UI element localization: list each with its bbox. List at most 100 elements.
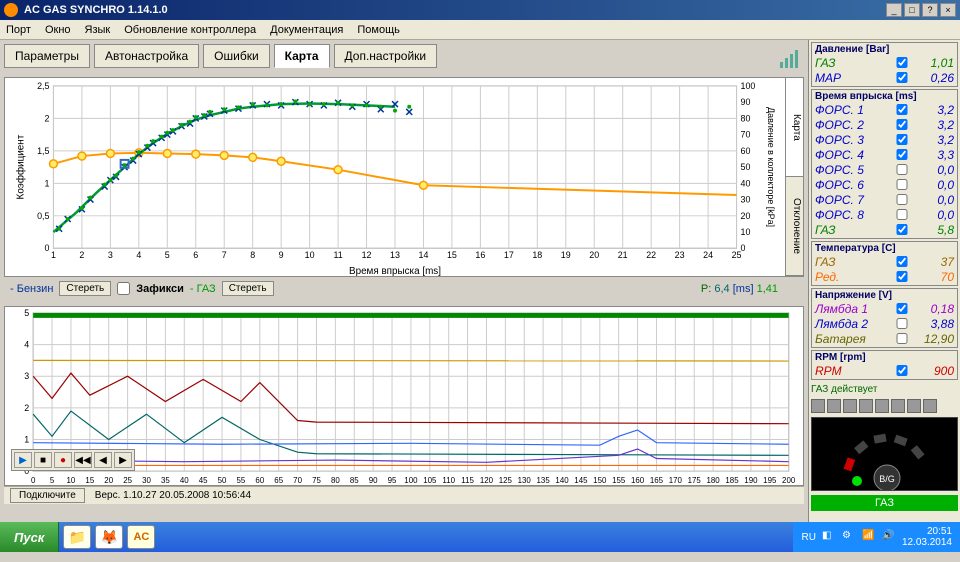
reading-checkbox[interactable] [896,194,908,205]
reading-row: ФОРС. 50,0 [815,162,954,177]
erase-petrol-button[interactable]: Стереть [59,281,111,296]
reading-row: RPM900 [815,363,954,378]
reading-checkbox[interactable] [896,271,908,282]
svg-text:20: 20 [741,211,751,221]
svg-text:145: 145 [574,476,588,485]
menu-Обновление контроллера[interactable]: Обновление контроллера [124,24,256,36]
svg-text:45: 45 [199,476,208,485]
svg-text:15: 15 [447,250,457,260]
svg-text:10: 10 [305,250,315,260]
svg-text:12: 12 [362,250,372,260]
main-tabs: ПараметрыАвтонастройкаОшибкиКартаДоп.нас… [4,44,437,68]
svg-text:2: 2 [45,113,50,123]
svg-text:1: 1 [51,250,56,260]
play-button[interactable]: ▶ [14,452,32,468]
reading-checkbox[interactable] [896,365,908,376]
svg-text:23: 23 [675,250,685,260]
help-button[interactable]: ? [922,3,938,17]
svg-text:65: 65 [274,476,283,485]
reading-checkbox[interactable] [896,57,908,68]
svg-text:90: 90 [369,476,378,485]
tab-1[interactable]: Автонастройка [94,44,199,68]
svg-text:130: 130 [518,476,532,485]
reading-checkbox[interactable] [896,303,908,314]
svg-text:105: 105 [423,476,437,485]
maximize-button[interactable]: □ [904,3,920,17]
tray-icon-volume[interactable]: 🔊 [882,530,896,544]
reading-checkbox[interactable] [896,104,908,115]
reading-row: ФОРС. 33,2 [815,132,954,147]
start-button[interactable]: Пуск [0,522,59,552]
signal-icon[interactable] [778,48,800,70]
svg-text:Давление в коллекторе [kPa]: Давление в коллекторе [kPa] [766,107,776,227]
readings-sidebar: Давление [Bar]ГАЗ1,01MAP0,26Время впрыск… [808,40,960,522]
svg-text:190: 190 [744,476,758,485]
menu-Документация[interactable]: Документация [270,24,343,36]
close-button[interactable]: × [940,3,956,17]
svg-text:B/G: B/G [879,474,895,484]
menu-Помощь[interactable]: Помощь [357,24,400,36]
rewind-button[interactable]: ◀◀ [74,452,92,468]
reading-checkbox[interactable] [896,318,908,329]
tray-icon-network[interactable]: 📶 [862,530,876,544]
svg-text:115: 115 [461,476,474,485]
menu-Окно[interactable]: Окно [45,24,71,36]
reading-checkbox[interactable] [896,72,908,83]
svg-text:80: 80 [331,476,340,485]
svg-text:30: 30 [741,195,751,205]
stop-button[interactable]: ■ [34,452,52,468]
task-firefox[interactable]: 🦊 [95,525,123,549]
menu-Порт[interactable]: Порт [6,24,31,36]
language-indicator[interactable]: RU [801,532,815,543]
svg-text:5: 5 [50,476,55,485]
tab-3[interactable]: Карта [274,44,330,68]
svg-text:2,5: 2,5 [37,81,49,91]
app-icon [4,3,18,17]
reading-checkbox[interactable] [896,149,908,160]
panel-title: Время впрыска [ms] [815,91,954,102]
erase-gas-button[interactable]: Стереть [222,281,274,296]
svg-text:24: 24 [703,250,713,260]
tab-0[interactable]: Параметры [4,44,90,68]
svg-text:30: 30 [142,476,151,485]
clock[interactable]: 20:51 12.03.2014 [902,526,952,548]
task-ac-app[interactable]: AC [127,525,155,549]
svg-text:0: 0 [31,476,36,485]
tray-icon-1[interactable]: ◧ [822,530,836,544]
tray-icon-2[interactable]: ⚙ [842,530,856,544]
svg-text:140: 140 [555,476,569,485]
svg-text:1: 1 [24,434,29,444]
svg-text:2: 2 [24,403,29,413]
step-fwd-button[interactable]: ▶ [114,452,132,468]
reading-checkbox[interactable] [896,179,908,190]
minimize-button[interactable]: _ [886,3,902,17]
svg-text:175: 175 [688,476,702,485]
side-tab-deviation[interactable]: Отклонение [786,177,803,276]
reading-checkbox[interactable] [896,256,908,267]
version-label: Верс. 1.10.27 20.05.2008 10:56:44 [95,490,251,501]
side-tab-map[interactable]: Карта [786,78,803,177]
svg-text:110: 110 [442,476,455,485]
reading-row: ФОРС. 23,2 [815,117,954,132]
tab-4[interactable]: Доп.настройки [334,44,438,68]
record-button[interactable]: ● [54,452,72,468]
reading-checkbox[interactable] [896,333,908,344]
menu-Язык[interactable]: Язык [85,24,111,36]
step-back-button[interactable]: ◀ [94,452,112,468]
connect-button[interactable]: Подключите [10,488,85,503]
reading-checkbox[interactable] [896,134,908,145]
svg-text:195: 195 [763,476,777,485]
task-explorer[interactable]: 📁 [63,525,91,549]
reading-checkbox[interactable] [896,209,908,220]
svg-text:10: 10 [741,227,751,237]
svg-text:25: 25 [123,476,132,485]
reading-checkbox[interactable] [896,119,908,130]
reading-checkbox[interactable] [896,164,908,175]
tab-2[interactable]: Ошибки [203,44,270,68]
svg-text:0: 0 [741,243,746,253]
svg-text:8: 8 [250,250,255,260]
reading-row: Лямбда 23,88 [815,316,954,331]
reading-checkbox[interactable] [896,224,908,235]
svg-text:180: 180 [707,476,721,485]
fix-checkbox[interactable] [117,282,130,295]
